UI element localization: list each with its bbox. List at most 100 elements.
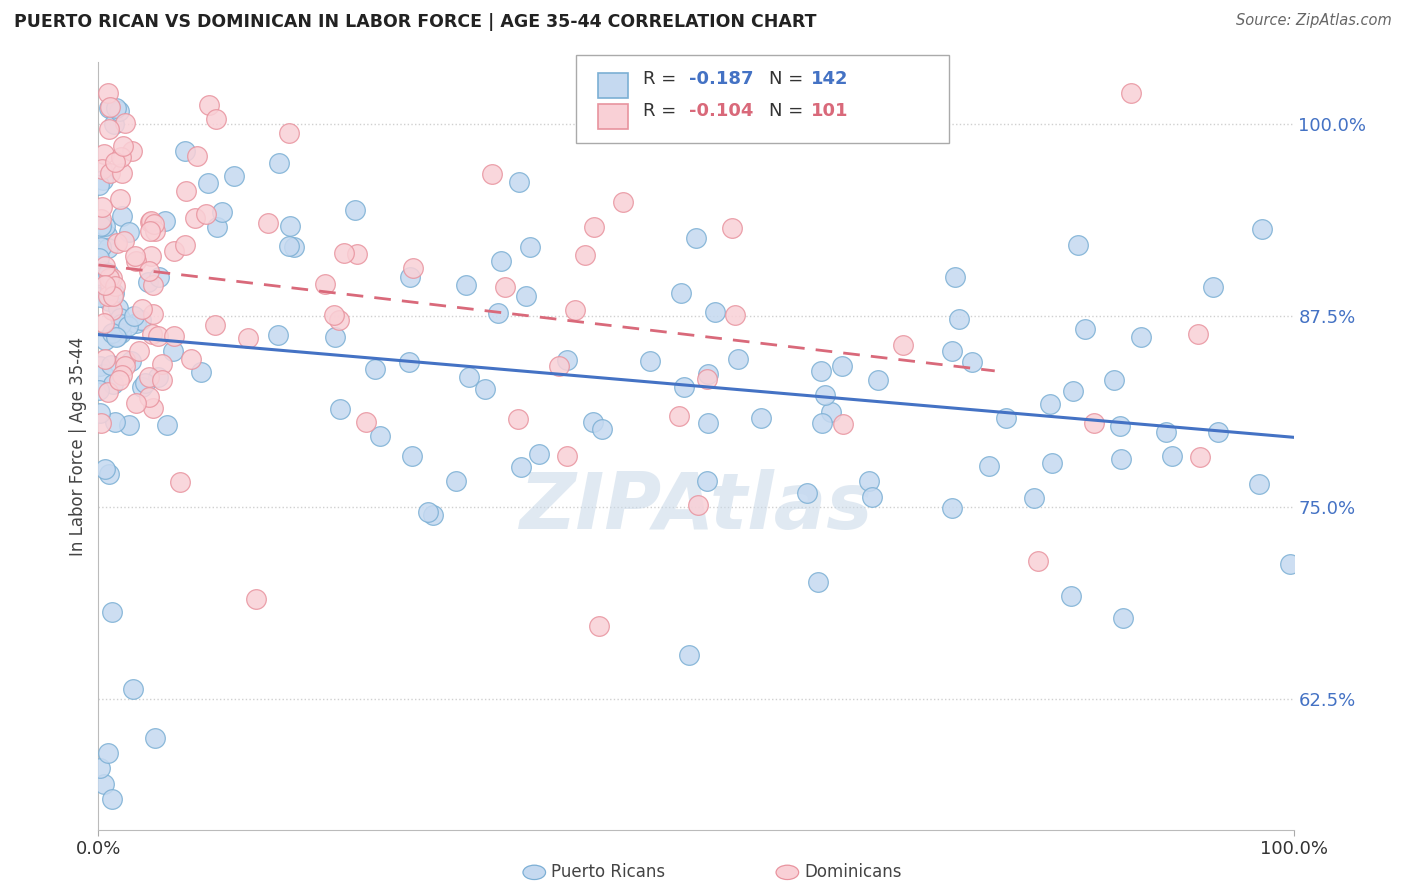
Point (101, 270, 124, 285)
Point (134, 376, 156, 390)
Point (108, 373, 131, 387)
Point (267, 156, 290, 170)
Point (494, 279, 516, 293)
Point (162, 329, 184, 343)
Point (89, 290, 111, 304)
Point (98, 294, 121, 309)
Point (103, 118, 125, 132)
Point (277, 126, 299, 140)
Point (696, 372, 718, 386)
Point (121, 144, 143, 158)
Point (1154, 425, 1177, 439)
Point (474, 383, 496, 397)
Point (111, 368, 134, 382)
Point (143, 224, 166, 238)
Text: 142: 142 (811, 70, 849, 88)
Point (104, 279, 127, 293)
Point (105, 328, 128, 343)
Point (547, 359, 569, 374)
Point (481, 167, 503, 181)
Point (105, 236, 128, 251)
Point (110, 209, 132, 223)
Point (811, 416, 834, 430)
Point (198, 97, 221, 112)
Point (90, 219, 112, 234)
Point (108, 103, 131, 118)
Point (139, 215, 162, 229)
Point (103, 377, 125, 392)
Point (139, 223, 162, 237)
Point (486, 306, 509, 320)
Point (814, 388, 837, 402)
Point (101, 289, 124, 303)
Point (205, 219, 228, 234)
Point (960, 355, 983, 369)
Point (97, 385, 120, 400)
Point (128, 343, 150, 358)
Point (831, 359, 853, 373)
Point (97, 746, 120, 760)
Point (640, 353, 662, 368)
Text: N =: N = (769, 102, 808, 120)
Point (97, 242, 120, 256)
Point (96, 228, 118, 243)
Point (1130, 330, 1153, 344)
Point (749, 410, 772, 425)
Text: ZIPAtlas: ZIPAtlas (519, 469, 873, 545)
Point (323, 308, 346, 322)
Point (1202, 280, 1225, 294)
Point (104, 155, 127, 169)
Point (508, 411, 530, 425)
Point (90, 269, 112, 284)
Point (163, 244, 186, 259)
Point (90, 200, 112, 214)
Point (117, 318, 139, 333)
Point (93, 278, 115, 293)
Point (344, 202, 367, 217)
Point (131, 301, 153, 316)
Point (90, 161, 112, 176)
Point (1249, 477, 1271, 491)
Point (131, 380, 153, 394)
Point (979, 458, 1001, 473)
Point (948, 312, 970, 326)
Point (1112, 611, 1135, 625)
Point (831, 417, 853, 431)
Point (1022, 491, 1045, 505)
Point (98, 277, 121, 291)
Point (1188, 450, 1211, 464)
Point (422, 508, 444, 522)
Point (527, 447, 550, 461)
Point (91, 173, 114, 187)
Point (146, 328, 169, 343)
Point (142, 278, 165, 293)
Point (101, 302, 124, 317)
Point (1040, 456, 1063, 470)
Point (91, 219, 114, 233)
Point (1060, 589, 1083, 603)
Point (142, 306, 165, 320)
Point (519, 240, 541, 254)
Point (678, 648, 700, 662)
Point (105, 330, 128, 344)
Point (89, 761, 111, 775)
Point (398, 355, 420, 369)
Point (155, 214, 177, 228)
Point (89, 178, 111, 192)
Point (588, 618, 610, 632)
Point (368, 429, 391, 443)
Point (141, 326, 163, 341)
Point (97, 266, 120, 280)
Point (1250, 221, 1272, 235)
Point (120, 353, 142, 368)
Point (90, 212, 112, 227)
Point (114, 359, 136, 373)
Point (110, 326, 132, 340)
Point (354, 415, 377, 429)
Point (110, 318, 132, 332)
Point (582, 415, 605, 429)
Point (446, 474, 468, 488)
Point (508, 176, 530, 190)
Point (150, 373, 173, 387)
Point (136, 275, 159, 289)
